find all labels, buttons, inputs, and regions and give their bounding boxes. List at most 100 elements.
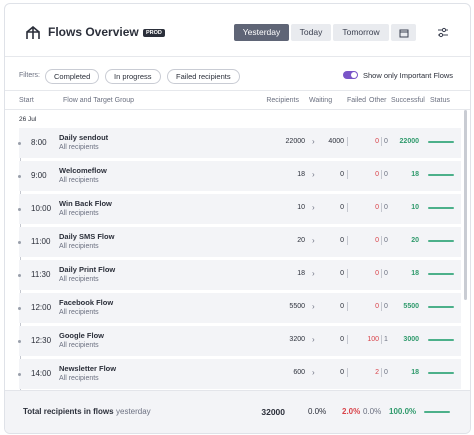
row[interactable]: 11:00 Daily SMS Flow All recipients 20 › 0 0 0 2… xyxy=(18,227,461,257)
start-time: 9:00 xyxy=(31,171,47,180)
timeline-dot xyxy=(18,208,21,211)
footer: Total recipients in flows yesterday 3200… xyxy=(5,390,470,433)
separator xyxy=(347,302,348,311)
waiting: 0 xyxy=(340,369,344,376)
timeline-dot xyxy=(18,142,21,145)
failed: 0 xyxy=(375,171,379,178)
toggle-knob xyxy=(351,72,357,78)
status-bar xyxy=(424,411,450,413)
timeline-dot xyxy=(18,307,21,310)
footer-period: yesterday xyxy=(116,407,151,416)
other: 0 xyxy=(384,369,388,376)
other: 0 xyxy=(384,171,388,178)
recipients: 3200 xyxy=(289,336,305,343)
filter-chip[interactable]: In progress xyxy=(105,69,161,84)
footer-successful: 100.0% xyxy=(389,407,417,416)
failed: 0 xyxy=(375,270,379,277)
successful: 18 xyxy=(411,171,419,178)
row[interactable]: 9:00 Welcomeflow All recipients 18 › 0 0 0 18 xyxy=(18,161,461,191)
separator xyxy=(381,368,382,377)
divider xyxy=(5,90,470,91)
timeline-dot xyxy=(18,274,21,277)
status-bar xyxy=(428,372,454,374)
separator xyxy=(347,368,348,377)
failed: 0 xyxy=(375,138,379,145)
flow-name: Daily SMS Flow xyxy=(59,232,115,241)
column-header: Flow and Target Group xyxy=(63,97,135,104)
separator xyxy=(347,137,348,146)
separator xyxy=(381,302,382,311)
recipients: 20 xyxy=(297,237,305,244)
filter-chip[interactable]: Completed xyxy=(45,69,100,84)
failed: 0 xyxy=(375,303,379,310)
column-header: Status xyxy=(430,97,450,104)
card: Flows Overview PROD Yesterday Today Tomo… xyxy=(4,3,471,434)
date: 26 Jul xyxy=(19,116,37,123)
successful: 18 xyxy=(411,270,419,277)
target-group: All recipients xyxy=(59,243,99,250)
successful: 22000 xyxy=(399,138,419,145)
footer-waiting: 0.0% xyxy=(308,407,327,416)
column-header: Start xyxy=(19,97,34,104)
divider xyxy=(5,56,470,57)
row[interactable]: 8:00 Daily sendout All recipients 22000 › 400… xyxy=(18,128,461,158)
start-time: 14:00 xyxy=(31,369,52,378)
separator xyxy=(347,170,348,179)
waiting: 0 xyxy=(340,303,344,310)
start-time: 11:00 xyxy=(31,237,51,246)
failed: 100 xyxy=(367,336,379,343)
waiting: 0 xyxy=(340,204,344,211)
timeline-dot xyxy=(18,175,21,178)
target-group: All recipients xyxy=(59,210,99,217)
waiting: 0 xyxy=(340,336,344,343)
successful: 20 xyxy=(411,237,419,244)
scrollbar xyxy=(464,110,467,300)
separator xyxy=(347,335,348,344)
waiting: 4000 xyxy=(328,138,344,145)
column-header: Failed xyxy=(347,97,367,104)
footer-total: 32000 xyxy=(261,407,285,417)
filters-label: Filters: xyxy=(19,72,40,79)
toggle[interactable] xyxy=(343,71,358,79)
other: 0 xyxy=(384,204,388,211)
row[interactable]: 12:00 Facebook Flow All recipients 5500 › 0 0 0… xyxy=(18,293,461,323)
successful: 5500 xyxy=(403,303,419,310)
calendar-button[interactable] xyxy=(391,24,416,41)
recipients: 600 xyxy=(293,369,305,376)
separator xyxy=(381,269,382,278)
start-time: 12:30 xyxy=(31,336,52,345)
arrow: › xyxy=(312,170,315,179)
other: 0 xyxy=(384,237,388,244)
start-time: 12:00 xyxy=(31,303,52,312)
tab[interactable]: Tomorrow xyxy=(333,24,389,41)
filter-chip[interactable]: Failed recipients xyxy=(167,69,240,84)
flow-name: Daily Print Flow xyxy=(59,265,116,274)
status-bar xyxy=(428,240,454,242)
start-time: 8:00 xyxy=(31,138,47,147)
status-bar xyxy=(428,207,454,209)
row[interactable]: 14:00 Newsletter Flow All recipients 600 › 0 2… xyxy=(18,359,461,389)
recipients: 22000 xyxy=(285,138,305,145)
row[interactable]: 10:00 Win Back Flow All recipients 10 › 0 0 0 10 xyxy=(18,194,461,224)
timeline-dot xyxy=(18,241,21,244)
row[interactable]: 11:30 Daily Print Flow All recipients 18 › 0 0… xyxy=(18,260,461,290)
arrow: › xyxy=(312,302,315,311)
settings-icon[interactable] xyxy=(437,27,449,38)
separator xyxy=(381,137,382,146)
recipients: 18 xyxy=(297,171,305,178)
flow-name: Newsletter Flow xyxy=(59,364,117,373)
arrow: › xyxy=(312,368,315,377)
toggle-label: Show only Important Flows xyxy=(363,71,454,80)
title: Flows Overview xyxy=(48,25,139,39)
column-header: Other xyxy=(369,97,387,104)
separator xyxy=(381,170,382,179)
separator xyxy=(347,203,348,212)
row[interactable]: 12:30 Google Flow All recipients 3200 › 0 100 1… xyxy=(18,326,461,356)
tab[interactable]: Yesterday xyxy=(234,24,289,41)
tab[interactable]: Today xyxy=(291,24,331,41)
target-group: All recipients xyxy=(59,276,99,283)
status-bar xyxy=(428,174,454,176)
column-header: Waiting xyxy=(309,97,333,104)
failed: 0 xyxy=(375,237,379,244)
